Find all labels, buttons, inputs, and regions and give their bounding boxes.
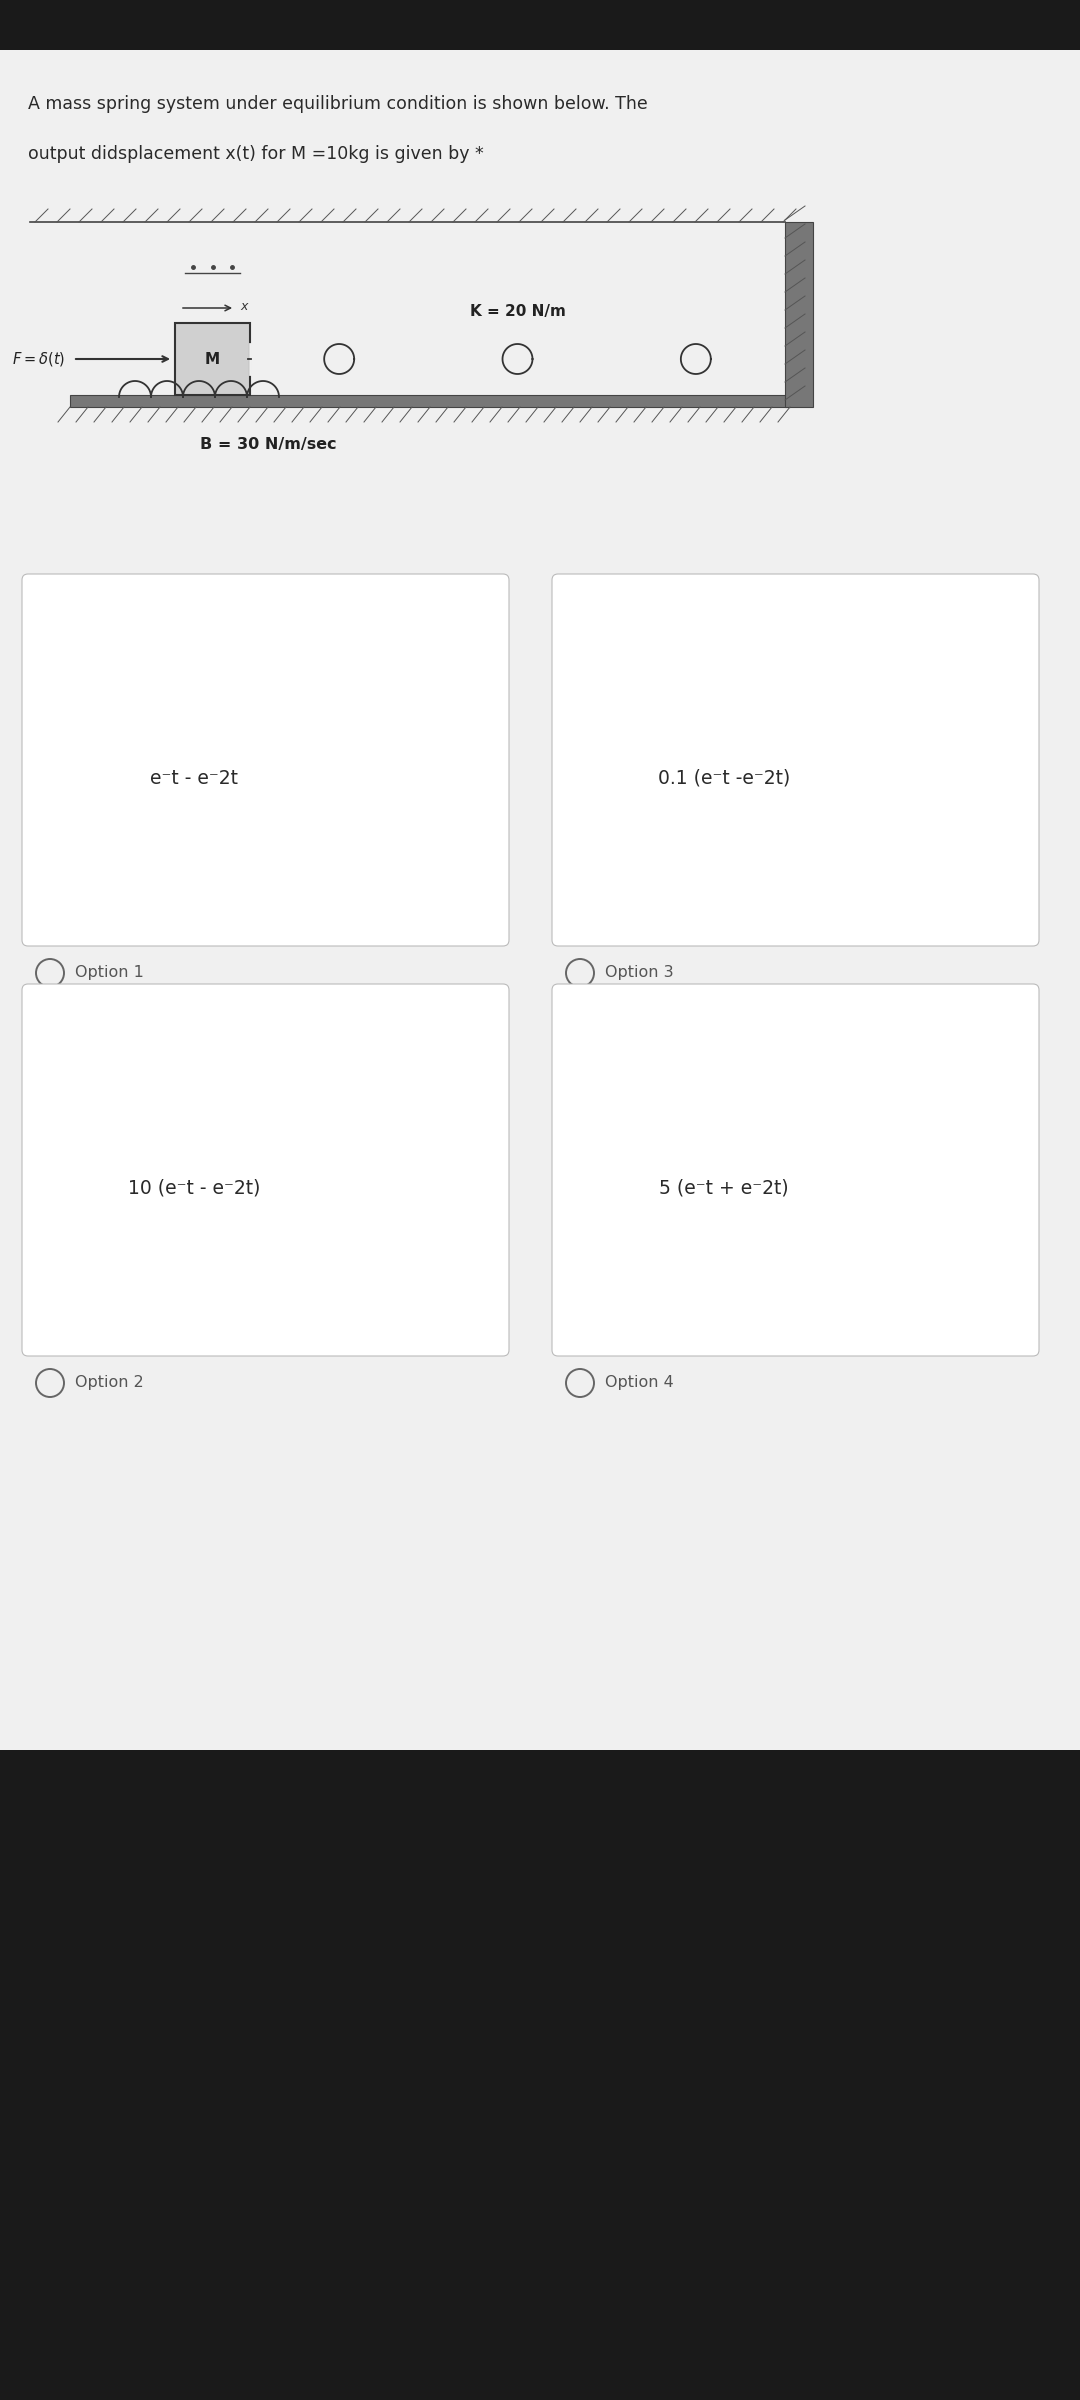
FancyBboxPatch shape [22,984,509,1356]
Text: 10 (e⁻t - e⁻2t): 10 (e⁻t - e⁻2t) [129,1178,260,1198]
Text: $F=\delta(t)$: $F=\delta(t)$ [12,350,65,367]
Text: Option 2: Option 2 [75,1375,144,1390]
Bar [175,324,249,396]
Text: Option 1: Option 1 [75,965,144,982]
Text: output didsplacement x(t) for M =10kg is given by *: output didsplacement x(t) for M =10kg is… [28,144,484,163]
Text: A mass spring system under equilibrium condition is shown below. The: A mass spring system under equilibrium c… [28,96,648,113]
Text: K = 20 N/m: K = 20 N/m [470,305,566,319]
Bar [70,396,789,408]
Bar [0,50,1080,1750]
Text: Option 4: Option 4 [605,1375,674,1390]
Text: e⁻t - e⁻2t: e⁻t - e⁻2t [150,768,239,787]
Text: 5 (e⁻t + e⁻2t): 5 (e⁻t + e⁻2t) [660,1178,789,1198]
Text: Option 3: Option 3 [605,965,674,982]
Text: M: M [205,350,220,367]
FancyBboxPatch shape [552,984,1039,1356]
FancyBboxPatch shape [22,574,509,946]
FancyBboxPatch shape [552,574,1039,946]
Text: B = 30 N/m/sec: B = 30 N/m/sec [200,437,337,451]
Text: x: x [240,300,247,312]
Bar [785,221,813,408]
Text: 0.1 (e⁻t -e⁻2t): 0.1 (e⁻t -e⁻2t) [658,768,791,787]
